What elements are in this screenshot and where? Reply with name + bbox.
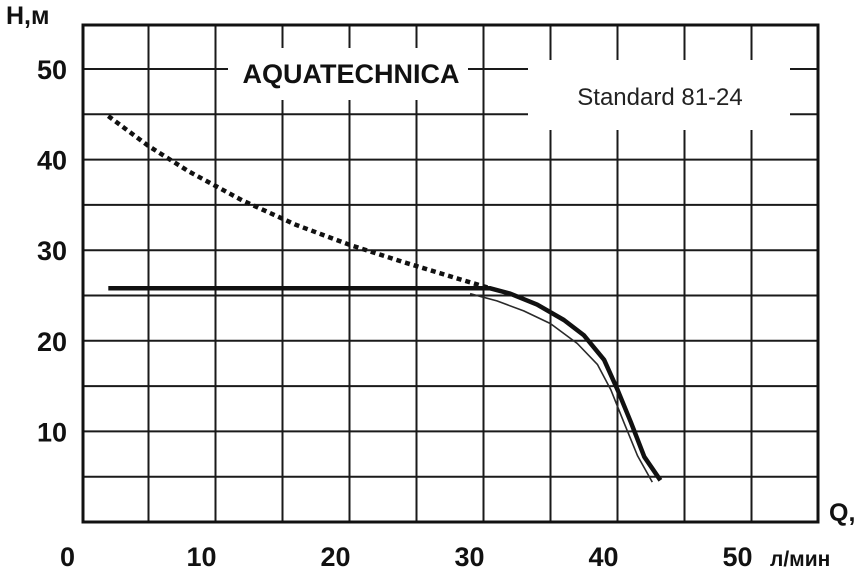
y-axis-label: Н,м xyxy=(6,2,50,30)
x-tick-label-10: 10 xyxy=(186,542,216,572)
y-tick-label-30: 30 xyxy=(37,236,67,266)
y-tick-label-40: 40 xyxy=(37,146,67,176)
chart-subtitle: Standard 81-24 xyxy=(577,84,742,111)
tick-labels: 0 10 20 30 40 50 10 20 30 40 50 xyxy=(37,55,753,572)
series-group xyxy=(106,114,663,483)
y-tick-label-10: 10 xyxy=(37,417,67,447)
x-tick-label-30: 30 xyxy=(454,542,484,572)
x-tick-label-50: 50 xyxy=(722,542,752,572)
y-tick-label-50: 50 xyxy=(37,55,67,85)
x-tick-label-0: 0 xyxy=(60,542,75,572)
chart-title: AQUATECHNICA xyxy=(243,59,460,89)
y-tick-label-20: 20 xyxy=(37,327,67,357)
x-tick-label-40: 40 xyxy=(588,542,618,572)
brand-label-background xyxy=(228,48,468,100)
series-thin-curve xyxy=(469,292,653,483)
model-label-background xyxy=(528,60,790,130)
x-tick-label-20: 20 xyxy=(320,542,350,572)
plot-frame xyxy=(81,23,820,524)
x-axis-label: Q, xyxy=(829,499,855,527)
series-thick-curve xyxy=(108,286,663,482)
x-axis-unit: л/мин xyxy=(770,548,830,571)
series-dotted-extension xyxy=(106,114,491,291)
